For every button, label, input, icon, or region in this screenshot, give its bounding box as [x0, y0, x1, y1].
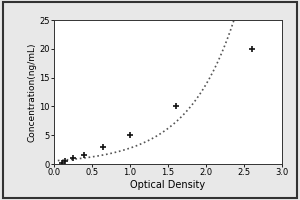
X-axis label: Optical Density: Optical Density — [130, 180, 206, 190]
Y-axis label: Concentration(ng/mL): Concentration(ng/mL) — [28, 42, 37, 142]
